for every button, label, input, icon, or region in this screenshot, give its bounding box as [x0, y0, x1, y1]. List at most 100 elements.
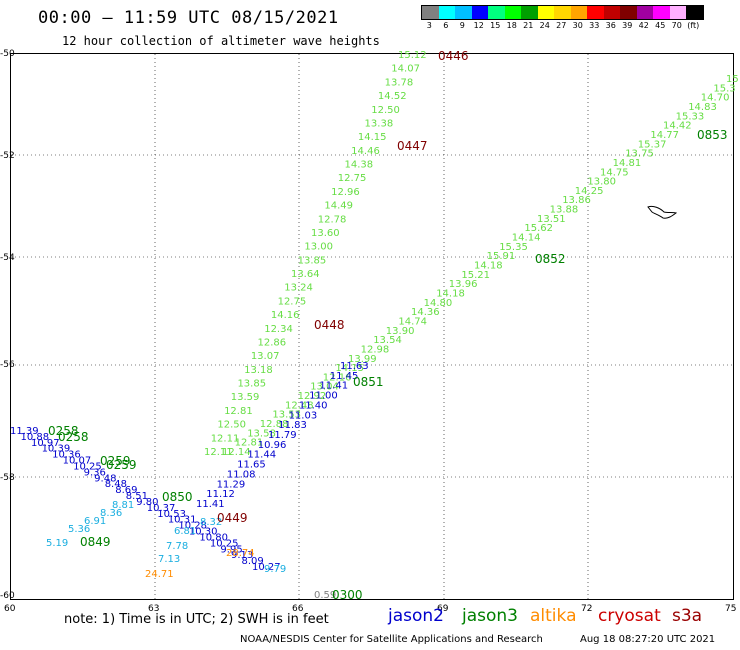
legend-jason3: jason3	[462, 606, 518, 626]
wave-height-value: 8.81	[112, 500, 134, 511]
wave-height-value: 14.42	[663, 121, 692, 132]
wave-height-value: 15.37	[638, 139, 667, 150]
wave-height-value: 14.07	[391, 64, 420, 75]
colorbar-label: 36	[605, 21, 616, 30]
legend-altika: altika	[530, 606, 577, 626]
pass-time-label: 0853	[697, 128, 728, 142]
wave-height-value: 14.83	[688, 102, 717, 113]
wave-height-value: 0.59	[314, 590, 336, 601]
colorbar-swatch	[438, 6, 455, 19]
wave-height-value: 10.28	[178, 521, 207, 532]
lon-label: 66	[292, 604, 304, 614]
wave-height-value: 10.53	[157, 509, 186, 520]
wave-height-value: 15.21	[461, 270, 490, 281]
colorbar-label: 3	[426, 21, 432, 30]
wave-height-value: 13.90	[386, 326, 415, 337]
wave-height-value: 8.51	[126, 491, 148, 502]
colorbar-label: (ft)	[687, 21, 700, 30]
wave-height-value: 12.48	[285, 400, 314, 411]
wave-height-value: 13.53	[272, 410, 301, 421]
wave-height-value: 14.15	[335, 363, 364, 374]
lat-label: -54	[0, 253, 15, 263]
wave-height-value: 13.38	[365, 118, 394, 129]
lat-label: -58	[0, 473, 15, 483]
wave-height-value: 9.13	[231, 550, 253, 561]
wave-height-value: 11.03	[289, 410, 318, 421]
colorbar-label: 45	[655, 21, 666, 30]
wave-height-value: 13.59	[231, 392, 260, 403]
lat-label: -56	[0, 360, 15, 370]
wave-height-value: 12.16	[323, 372, 352, 383]
wave-height-value: 11.45	[330, 371, 359, 382]
wave-height-value: 14.75	[600, 167, 629, 178]
wave-height-value: 11.79	[268, 430, 297, 441]
wave-height-value: 5.36	[68, 524, 90, 535]
colorbar-swatch	[686, 6, 703, 19]
wave-height-value: 12.14	[222, 447, 251, 458]
wave-height-value: 9.48	[94, 473, 116, 484]
wave-height-value: 14.49	[324, 201, 353, 212]
wave-height-value: 11.08	[227, 469, 256, 480]
footer-timestamp: Aug 18 08:27:20 UTC 2021	[580, 634, 716, 645]
wave-height-value: 13.18	[244, 365, 273, 376]
wave-height-value: 10.80	[199, 532, 228, 543]
wave-height-value: 15.35	[499, 242, 528, 253]
wave-height-value: 7.78	[166, 541, 188, 552]
wave-height-value: 12.11	[204, 447, 233, 458]
pass-time-label: 0449	[217, 511, 248, 525]
wave-height-value: 11.44	[247, 450, 276, 461]
wave-height-value: 13.99	[348, 354, 377, 365]
colorbar-swatch	[603, 6, 620, 19]
wave-height-value: 8.32	[200, 517, 222, 528]
colorbar-swatch	[669, 6, 686, 19]
colorbar-swatch	[422, 6, 439, 19]
wave-height-value: 11.29	[217, 479, 246, 490]
wave-height-value: 10.39	[42, 444, 71, 455]
wave-height-value: 12.81	[224, 406, 253, 417]
wave-height-value: 14.80	[424, 298, 453, 309]
wave-height-value: 15	[726, 74, 739, 85]
wave-height-value: 11.00	[309, 391, 338, 402]
colorbar-label: 6	[443, 21, 449, 30]
lon-label: 69	[437, 604, 449, 614]
wave-height-value: 8.36	[100, 508, 122, 519]
map-subtitle: 12 hour collection of altimeter wave hei…	[62, 34, 380, 48]
wave-height-value: 14.70	[701, 93, 730, 104]
wave-height-value: 10.31	[168, 515, 197, 526]
wave-height-value: 7.13	[158, 554, 180, 565]
wave-height-value: 12.75	[338, 173, 367, 184]
pass-time-label: 0258	[48, 424, 79, 438]
wave-height-value: 15.3	[713, 83, 735, 94]
wave-height-value: 13.58	[247, 428, 276, 439]
pass-time-label: 0259	[106, 458, 137, 472]
wave-height-value: 12.88	[260, 419, 289, 430]
colorbar-swatch	[587, 6, 604, 19]
pass-time-label: 0448	[314, 318, 345, 332]
colorbar-swatch	[455, 6, 472, 19]
footer-note: note: 1) Time is in UTC; 2) SWH is in fe…	[64, 612, 329, 627]
lat-label: -52	[0, 151, 15, 161]
wave-height-value: 14.52	[378, 91, 407, 102]
wave-height-value: 8.48	[105, 479, 127, 490]
wave-height-value: 10.25	[73, 461, 102, 472]
wave-height-value: 14.81	[613, 158, 642, 169]
pass-time-label: 0446	[438, 49, 469, 63]
wave-height-value: 13.24	[284, 283, 313, 294]
wave-height-value: 13.51	[537, 214, 566, 225]
lon-label: 60	[4, 604, 16, 614]
wave-height-value: 13.54	[373, 335, 402, 346]
wave-height-value: 6.91	[84, 516, 106, 527]
colorbar-label: 70	[671, 21, 682, 30]
wave-height-value: 11.65	[237, 460, 266, 471]
colorbar-swatch	[620, 6, 637, 19]
wave-height-value: 13.85	[298, 255, 327, 266]
pass-time-label: 0258	[58, 430, 89, 444]
pass-time-label: 0850	[162, 490, 193, 504]
wave-height-value: 13.86	[562, 195, 591, 206]
wave-height-value: 28.74	[226, 548, 255, 559]
wave-height-value: 11.41	[319, 381, 348, 392]
wave-height-value: 13.88	[550, 205, 579, 216]
colorbar-swatch	[653, 6, 670, 19]
wave-height-value: 13.78	[385, 77, 414, 88]
